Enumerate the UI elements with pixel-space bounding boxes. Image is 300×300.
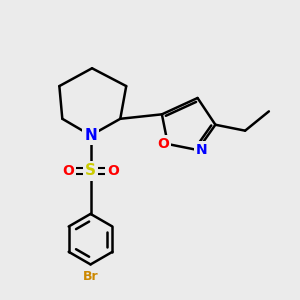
Text: O: O	[107, 164, 119, 178]
Text: Br: Br	[83, 270, 98, 283]
Text: N: N	[84, 128, 97, 142]
Text: S: S	[85, 163, 96, 178]
Text: N: N	[196, 143, 208, 157]
Text: O: O	[158, 137, 169, 151]
Text: O: O	[62, 164, 74, 178]
